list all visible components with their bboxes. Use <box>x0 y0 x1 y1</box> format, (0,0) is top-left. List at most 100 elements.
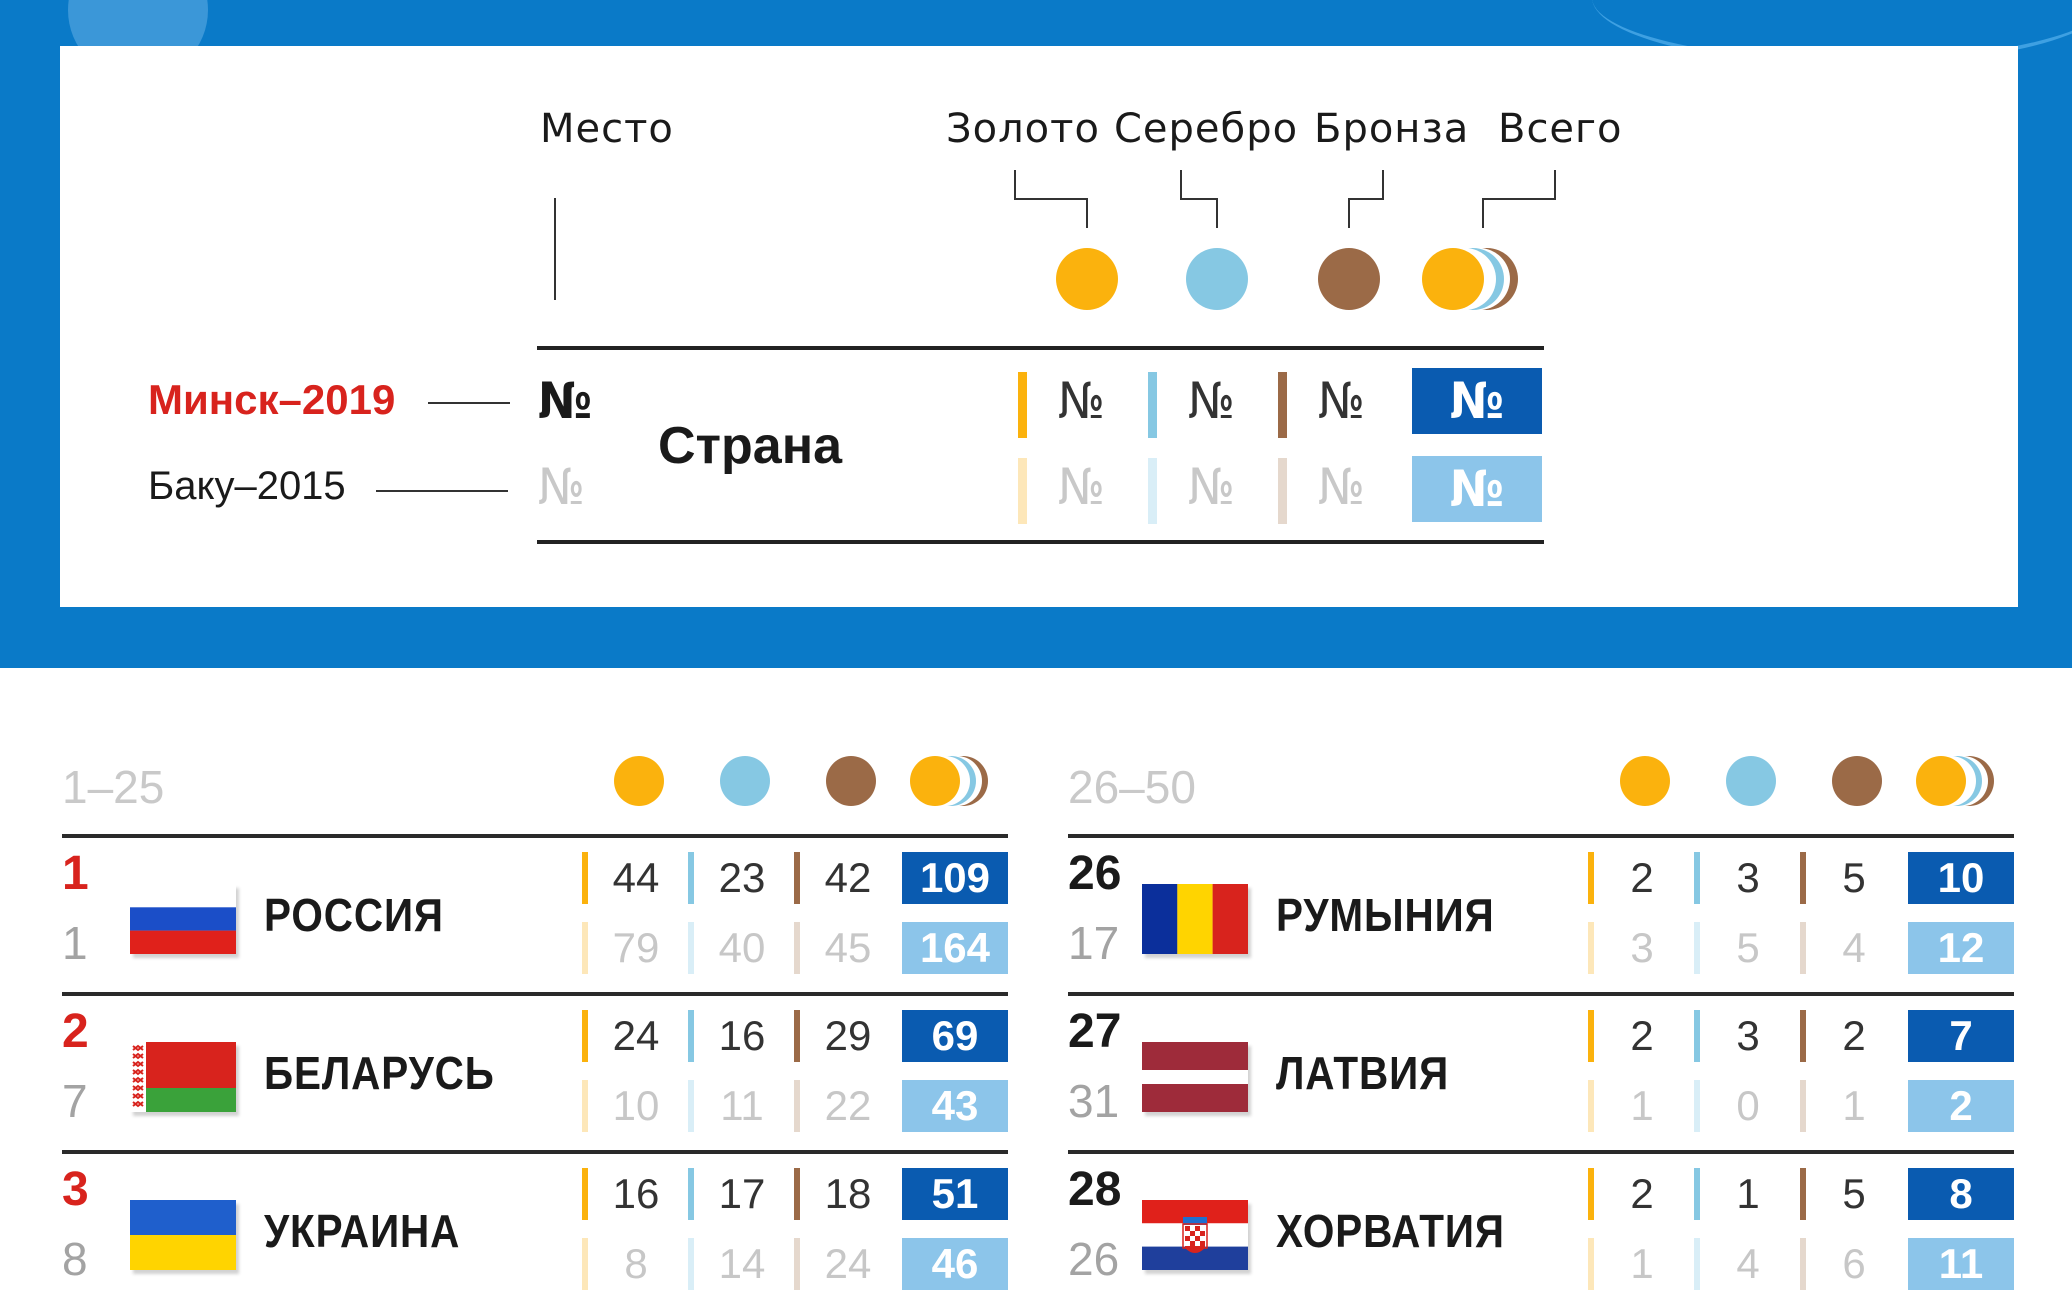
silver-bracket <box>1180 170 1218 200</box>
bronze-count-2019: 42 <box>824 854 872 901</box>
bronze-bar <box>1800 852 1806 904</box>
legend-silver-label: Серебро <box>1114 106 1299 152</box>
country-name: ХОРВАТИЯ <box>1276 1205 1505 1257</box>
total-count-2015: 164 <box>902 922 1008 974</box>
silver-count-2019: 1 <box>1736 1170 1760 1217</box>
rank-2019: 26 <box>1068 847 1122 900</box>
legend-silver-2019: № <box>1188 372 1235 430</box>
total-count-2015: 46 <box>902 1238 1008 1290</box>
silver-count-2019: 16 <box>718 1012 766 1059</box>
row-divider <box>1068 834 2014 838</box>
silver-count-2015: 40 <box>718 924 766 971</box>
bronze-count-2015: 4 <box>1842 924 1866 971</box>
minsk-2019-label: Минск–2019 <box>148 376 396 423</box>
rank-2019: 3 <box>62 1163 89 1216</box>
legend-place-2015: № <box>538 458 585 516</box>
bronze-bar <box>1800 1010 1806 1062</box>
legend-bronze-label: Бронза <box>1314 106 1470 152</box>
silver-medal-icon <box>1186 248 1248 310</box>
gold-count-2019: 2 <box>1630 1170 1654 1217</box>
bronze-count-2019: 18 <box>824 1170 872 1217</box>
total-count-2015: 43 <box>902 1080 1008 1132</box>
country-name: УКРАИНА <box>264 1205 461 1257</box>
rank-2019: 27 <box>1068 1005 1122 1058</box>
gold-bar-faded <box>582 1238 588 1290</box>
legend-gold-label: Золото <box>946 106 1100 152</box>
bronze-count-2015: 24 <box>824 1240 872 1287</box>
medal-table: 1–25 1 1 РОССИЯ 44 79 23 40 42 45 109 164 2 7 БЕЛАРУС… <box>62 668 1008 1290</box>
gold-count-2019: 24 <box>612 1012 660 1059</box>
gold-count-2019: 44 <box>612 854 660 901</box>
rank-2015: 7 <box>62 1075 88 1127</box>
silver-bracket-stem <box>1216 198 1218 228</box>
latvia-flag-icon <box>1142 1042 1248 1112</box>
gold-bar-faded <box>582 1080 588 1132</box>
rank-2015: 31 <box>1068 1075 1120 1127</box>
total-count-2019: 10 <box>1908 852 2014 904</box>
legend-country-label: Страна <box>658 417 843 475</box>
bronze-medal-icon <box>826 756 876 806</box>
rank-2015: 17 <box>1068 917 1120 969</box>
medal-tables: 1–25 1 1 РОССИЯ 44 79 23 40 42 45 109 164 2 7 БЕЛАРУС… <box>0 668 2072 1290</box>
bronze-count-2015: 1 <box>1842 1082 1866 1129</box>
bronze-bracket <box>1348 170 1384 200</box>
rank-2015: 8 <box>62 1233 88 1285</box>
row-divider <box>62 992 1008 996</box>
country-name: ЛАТВИЯ <box>1276 1047 1450 1099</box>
bronze-bar-faded <box>794 922 800 974</box>
table-range-label: 26–50 <box>1068 761 1196 813</box>
medal-table: 26–50 26 17 РУМЫНИЯ 2 3 3 5 5 4 10 12 27 31 ЛАТВИЯ 2 1 3… <box>1068 668 2014 1290</box>
total-count-2015: 2 <box>1908 1080 2014 1132</box>
gold-bar <box>582 1168 588 1220</box>
gold-bar-faded <box>1588 1238 1594 1290</box>
silver-medal-icon <box>720 756 770 806</box>
bronze-count-2019: 5 <box>1842 854 1866 901</box>
belarus-flag-icon <box>130 1042 236 1112</box>
gold-bar-faded <box>1588 1080 1594 1132</box>
silver-bar <box>688 1010 694 1062</box>
gold-count-2019: 16 <box>612 1170 660 1217</box>
silver-bar-faded <box>1148 458 1157 524</box>
legend-bronze-2019: № <box>1318 372 1365 430</box>
gold-bracket-stem <box>1086 198 1088 228</box>
bronze-count-2019: 29 <box>824 1012 872 1059</box>
gold-medal-icon <box>614 756 664 806</box>
legend-rule-bottom <box>537 540 1544 544</box>
all-medals-icon <box>1916 756 2012 806</box>
romania-flag-icon <box>1142 884 1248 954</box>
silver-bar <box>1694 1010 1700 1062</box>
silver-bar-faded <box>688 1238 694 1290</box>
gold-count-2015: 8 <box>624 1240 648 1287</box>
all-medals-icon <box>910 756 1006 806</box>
gold-bar <box>582 852 588 904</box>
country-name: РОССИЯ <box>264 889 444 941</box>
gold-bar-faded <box>1588 922 1594 974</box>
bronze-bar-faded <box>794 1080 800 1132</box>
bronze-bar <box>794 852 800 904</box>
row-divider <box>1068 1150 2014 1154</box>
bronze-bar-faded <box>1278 458 1287 524</box>
silver-count-2019: 17 <box>718 1170 766 1217</box>
silver-count-2015: 4 <box>1736 1240 1760 1287</box>
total-count-2015: 11 <box>1908 1238 2014 1290</box>
bronze-bar <box>794 1010 800 1062</box>
bronze-medal-icon <box>1318 248 1380 310</box>
gold-bar <box>1018 372 1027 438</box>
bronze-bar-faded <box>1800 1080 1806 1132</box>
gold-bar <box>1588 1010 1594 1062</box>
ukraine-flag-icon <box>130 1200 236 1270</box>
rank-2019: 2 <box>62 1005 89 1058</box>
rank-2019: 28 <box>1068 1163 1122 1216</box>
silver-count-2019: 3 <box>1736 854 1760 901</box>
gold-count-2015: 1 <box>1630 1082 1654 1129</box>
total-bracket <box>1482 170 1556 200</box>
silver-bar <box>1694 1168 1700 1220</box>
legend-rule-top <box>537 346 1544 350</box>
silver-bar-faded <box>1694 922 1700 974</box>
gold-count-2015: 1 <box>1630 1240 1654 1287</box>
gold-bar <box>582 1010 588 1062</box>
legend-total-label: Всего <box>1498 106 1623 152</box>
silver-bar-faded <box>688 1080 694 1132</box>
bronze-bar <box>794 1168 800 1220</box>
table-range-label: 1–25 <box>62 761 165 813</box>
